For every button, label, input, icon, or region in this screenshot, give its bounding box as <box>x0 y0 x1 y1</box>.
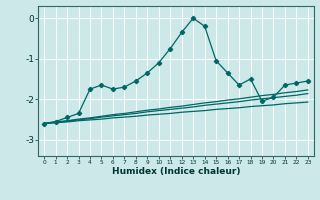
X-axis label: Humidex (Indice chaleur): Humidex (Indice chaleur) <box>112 167 240 176</box>
